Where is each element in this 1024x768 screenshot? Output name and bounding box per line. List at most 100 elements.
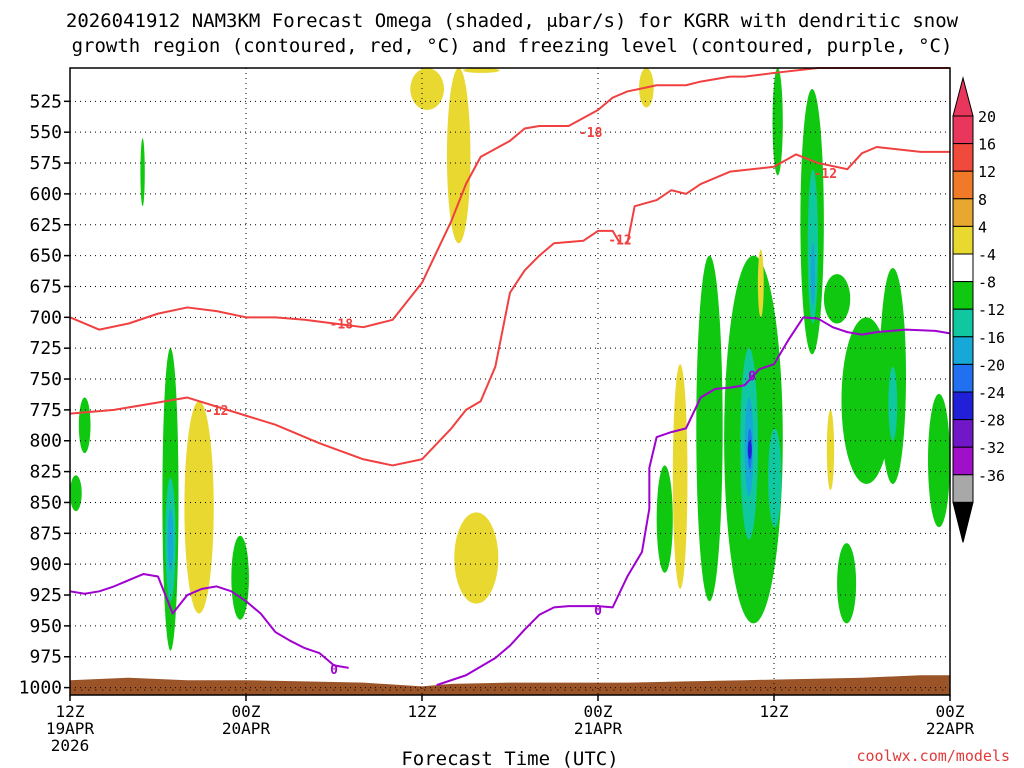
colorbar-swatch-1	[952, 143, 974, 172]
omega-region-9	[446, 68, 471, 244]
y-tick-label-875: 875	[29, 523, 62, 544]
x-tick-label-36-0: 00Z	[584, 702, 613, 721]
y-tick-label-850: 850	[29, 492, 62, 513]
colorbar-swatch-4	[952, 225, 974, 255]
credit-text: coolwx.com/models	[856, 747, 1010, 765]
colorbar-swatch-6	[952, 281, 974, 310]
x-tick-label-60-1: 22APR	[926, 719, 975, 738]
omega-region-27	[823, 274, 851, 324]
x-tick-label-0-0: 12Z	[56, 702, 85, 721]
contour-line-2	[69, 67, 950, 331]
contour-label-0: -18	[330, 317, 354, 332]
omega-region-14	[656, 465, 673, 573]
contour-line-4	[436, 316, 951, 687]
y-tick-label-750: 750	[29, 369, 62, 390]
colorbar-swatch-13	[952, 474, 974, 503]
y-axis-ticks: 525 550 575 600 625 650 675 700 725 750 775 800 825 8…	[19, 91, 70, 699]
omega-region-32	[837, 543, 857, 624]
colorbar-swatch-3	[952, 198, 974, 227]
x-tick-label-60-0: 00Z	[936, 702, 965, 721]
y-tick-label-725: 725	[29, 338, 62, 359]
y-tick-label-525: 525	[29, 91, 62, 112]
y-tick-label-600: 600	[29, 184, 62, 205]
x-tick-label-0-1: 19APR	[46, 719, 95, 738]
omega-region-28	[841, 317, 892, 484]
contour-label-3: -12	[608, 234, 631, 249]
y-tick-label-550: 550	[29, 122, 62, 143]
surface-fill	[70, 675, 950, 695]
x-tick-label-12-1: 20APR	[222, 719, 271, 738]
y-tick-label-900: 900	[29, 554, 62, 575]
colorbar-label--20: -20	[978, 356, 1005, 374]
chart-title-line1: 2026041912 NAM3KM Forecast Omega (shaded…	[66, 10, 959, 32]
y-tick-label-950: 950	[29, 616, 62, 637]
colorbar-label-12: 12	[978, 163, 996, 181]
omega-region-26	[810, 243, 816, 305]
colorbar-label--16: -16	[978, 329, 1005, 347]
colorbar-bottom-arrow	[952, 501, 974, 543]
omega-region-1	[78, 397, 91, 454]
colorbar-label--4: -4	[978, 246, 996, 264]
colorbar-swatch-5	[952, 253, 974, 283]
omega-region-21	[768, 428, 782, 528]
contour-label-6: 0	[594, 604, 602, 619]
colorbar-swatch-8	[952, 336, 974, 365]
x-tick-label-12-0: 00Z	[232, 702, 261, 721]
colorbar-label--8: -8	[978, 274, 996, 292]
x-tick-label-36-1: 21APR	[574, 719, 623, 738]
omega-region-15	[696, 255, 723, 602]
colorbar-label--24: -24	[978, 384, 1005, 402]
x-tick-label-24-0: 12Z	[408, 702, 437, 721]
x-axis-label: Forecast Time (UTC)	[401, 748, 618, 768]
chart-grid	[69, 68, 951, 695]
omega-region-33	[928, 393, 950, 528]
omega-region-8	[410, 68, 444, 110]
colorbar-swatch-0	[952, 115, 974, 145]
omega-region-11	[454, 512, 499, 604]
colorbar-swatch-2	[952, 170, 974, 200]
omega-region-2	[70, 475, 82, 512]
colorbar-label--36: -36	[978, 467, 1005, 485]
omega-region-13	[672, 364, 688, 589]
omega-region-7	[231, 535, 249, 620]
contour-label-2: -12	[205, 404, 228, 419]
temperature-contours	[69, 67, 951, 687]
y-tick-label-800: 800	[29, 431, 62, 452]
omega-region-5	[167, 508, 174, 571]
contour-label-1: -18	[579, 126, 603, 141]
x-tick-label-0-2: 2026	[51, 736, 90, 755]
omega-region-30	[888, 366, 898, 441]
x-tick-label-48-0: 12Z	[760, 702, 789, 721]
colorbar-label--32: -32	[978, 439, 1005, 457]
contour-label-5: 0	[330, 663, 338, 678]
contour-line-3	[69, 573, 349, 669]
colorbar-swatch-10	[952, 391, 974, 421]
colorbar-label-4: 4	[978, 218, 987, 236]
colorbar-label--28: -28	[978, 412, 1005, 430]
y-tick-label-700: 700	[29, 307, 62, 328]
contour-label-4: -12	[814, 167, 837, 182]
surface-terrain	[70, 675, 951, 695]
colorbar-swatch-11	[952, 419, 974, 448]
colorbar-swatch-7	[952, 308, 974, 338]
omega-region-22	[757, 249, 764, 318]
y-tick-label-625: 625	[29, 215, 62, 236]
colorbar: 20 16 12 8 4 -4 -8 -12 -16 -20 -24 -28 -32 -36	[952, 76, 1005, 543]
omega-region-23	[772, 68, 783, 176]
y-tick-label-675: 675	[29, 276, 62, 297]
omega-region-6	[184, 401, 214, 614]
colorbar-label-20: 20	[978, 108, 996, 126]
omega-region-20	[747, 440, 752, 460]
colorbar-label-8: 8	[978, 191, 987, 209]
omega-region-0	[140, 138, 145, 207]
colorbar-top-arrow	[952, 76, 974, 117]
y-tick-label-925: 925	[29, 585, 62, 606]
contour-label-7: 0	[748, 369, 756, 384]
colorbar-label-16: 16	[978, 136, 996, 154]
omega-region-10	[463, 68, 500, 73]
y-tick-label-825: 825	[29, 462, 62, 483]
y-tick-label-975: 975	[29, 647, 62, 668]
colorbar-label--12: -12	[978, 301, 1005, 319]
